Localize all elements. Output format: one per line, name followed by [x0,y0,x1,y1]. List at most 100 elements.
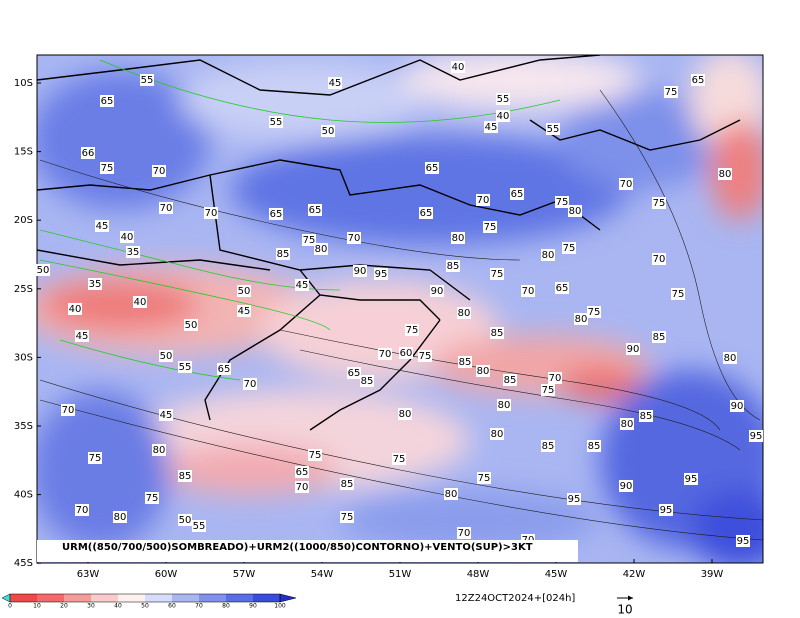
contour-label-box [483,221,497,233]
contour-label-box [159,409,173,421]
contour-label-box [140,74,154,86]
contour-label-box [541,440,555,452]
lon-label: 51W [389,569,412,580]
lon-label: 57W [233,569,256,580]
lat-label: 45S [14,558,33,569]
contour-label-box [496,93,510,105]
contour-label-box [243,378,257,390]
contour-label-box [81,147,95,159]
lat-label: 30S [14,352,33,363]
contour-label-box [340,511,354,523]
contour-label: 66 [82,148,95,159]
contour-label-box [490,327,504,339]
contour-label: 80 [458,308,471,319]
contour-label: 80 [498,400,511,411]
contour-label-box [399,347,413,359]
contour-label-box [541,249,555,261]
contour-label: 80 [724,353,737,364]
lat-label: 35S [14,421,33,432]
contour-label: 75 [653,198,666,209]
axes: 10S 15S 20S 25S 30S 35S 40S 45S 63W 60W 57W 54W 51W 4… [14,78,723,580]
contour-label-box [36,264,50,276]
contour-label-box [237,285,251,297]
contour-label: 95 [737,536,750,547]
contour-label: 75 [393,454,406,465]
contour-label: 75 [146,493,159,504]
contour-label: 90 [620,481,633,492]
contour-label: 55 [547,124,560,135]
contour-label: 45 [160,410,173,421]
contour-label-box [269,116,283,128]
contour-label-box [328,77,342,89]
contour-label-box [451,232,465,244]
contour-label-box [159,202,173,214]
contour-label-box [184,319,198,331]
colorbar [1,593,297,603]
contour-label-box [652,197,666,209]
contour-label: 65 [309,205,322,216]
contour-label-box [503,374,517,386]
contour-label-box [405,324,419,336]
contour-label-box [88,278,102,290]
vector-arrow-head [628,595,633,601]
colorbar-label: 40 [114,603,122,610]
contour-label-box [321,125,335,137]
contour-label: 45 [296,280,309,291]
contour-label-box [314,243,328,255]
contour-label-box [490,428,504,440]
contour-label-box [496,110,510,122]
contour-label: 75 [672,289,685,300]
contour-label: 80 [445,489,458,500]
lon-label: 39W [701,569,724,580]
contour-label-box [418,350,432,362]
contour-label-box [392,453,406,465]
contour-label-box [269,208,283,220]
contour-label: 50 [185,320,198,331]
contour-label: 80 [621,419,634,430]
contour-label-box [204,207,218,219]
contour-label-box [490,268,504,280]
contour-label: 70 [76,505,89,516]
contour-label-box [652,253,666,265]
contour-label: 80 [452,233,465,244]
contour-label-box [178,361,192,373]
contour-label-box [476,365,490,377]
contour-label: 55 [497,94,510,105]
contour-label: 75 [406,325,419,336]
contour-label-box [659,504,673,516]
contour-label: 55 [141,75,154,86]
contour-label-box [555,196,569,208]
contour-label-box [120,231,134,243]
colorbar-label: 10 [33,603,41,610]
contour-label-box [555,282,569,294]
lon-label: 48W [467,569,490,580]
contour-label-box [619,480,633,492]
contour-label-box [152,444,166,456]
contour-label: 85 [640,411,653,422]
contour-label-box [374,268,388,280]
contour-label-box [378,348,392,360]
contour-label-box [237,305,251,317]
contour-label-box [548,372,562,384]
contour-label: 55 [179,362,192,373]
contour-label: 45 [96,221,109,232]
contour-label: 55 [270,117,283,128]
contour-label-box [353,265,367,277]
contour-label: 70 [477,195,490,206]
lon-label: 60W [155,569,178,580]
caption: URM((850/700/500)SOMBREADO)+URM2((1000/8… [62,542,533,553]
contour-label: 90 [627,344,640,355]
contour-label: 85 [542,441,555,452]
contour-label-box [723,352,737,364]
contour-label-box [444,488,458,500]
contour-label-box [425,162,439,174]
contour-label-box [587,440,601,452]
contour-label-box [95,220,109,232]
contour-label: 75 [491,269,504,280]
colorbar-label: 70 [195,603,203,610]
contour-label: 75 [665,87,678,98]
contour-label: 70 [549,373,562,384]
contour-label: 70 [620,179,633,190]
colorbar-label: 90 [249,603,257,610]
